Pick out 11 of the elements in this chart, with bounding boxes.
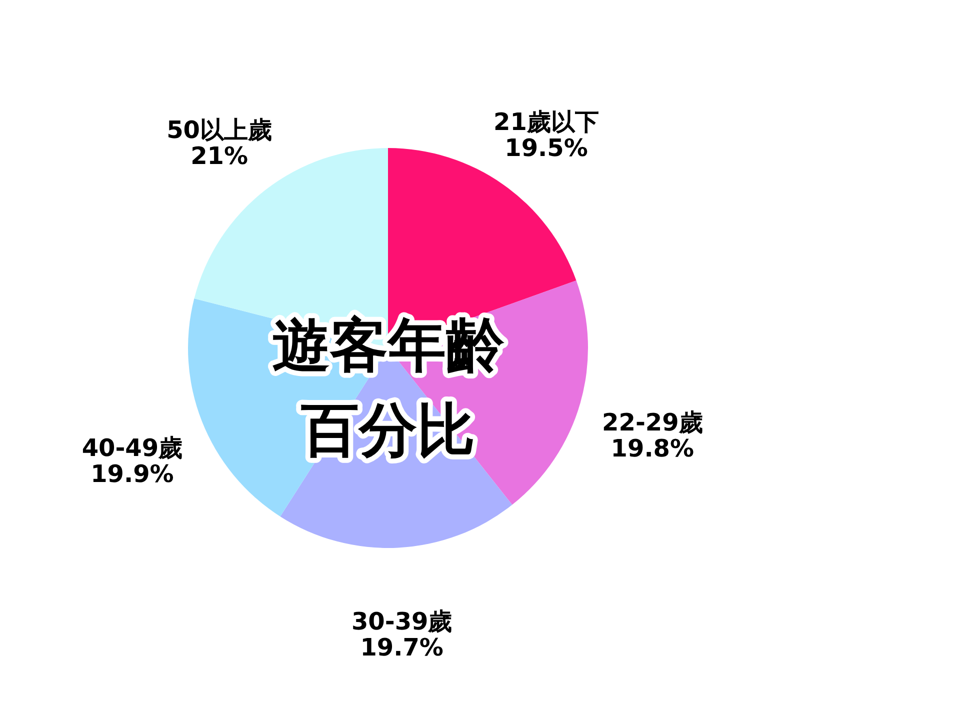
slice-label: 50以上歲 [166, 116, 272, 144]
data-label: 19.7% [360, 634, 444, 662]
data-label: 19.9% [90, 460, 174, 488]
slice-label: 30-39歲 [351, 608, 452, 636]
slice-label: 21歲以下 [494, 108, 599, 136]
text: 遊客年齡百分比 [272, 311, 505, 464]
data-label: 19.5% [504, 134, 588, 162]
data-label: 21% [190, 142, 248, 170]
slice-label: 40-49歲 [82, 434, 183, 462]
data-label: 19.8% [610, 434, 694, 463]
slice-label: 22-29歲 [602, 408, 703, 437]
